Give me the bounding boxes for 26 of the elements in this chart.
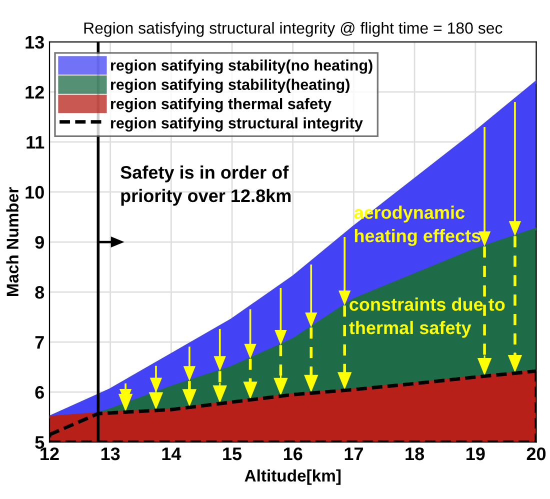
- y-tick-label: 13: [26, 36, 44, 49]
- x-tick-label: 19: [466, 447, 485, 460]
- y-tick-label: 7: [35, 336, 44, 349]
- y-axis-title: Mach Number: [6, 187, 18, 296]
- chart-title: Region satisfying structural integrity @ flight time = 180 sec: [84, 22, 502, 37]
- annotation: Safety is in order of priority over 12.8km: [120, 166, 291, 206]
- y-tick-label: 11: [26, 136, 44, 149]
- y-tick-label: 8: [35, 286, 44, 299]
- legend-label: region satifying thermal safety: [110, 98, 332, 112]
- x-tick-label: 20: [526, 447, 546, 460]
- x-axis-title: Altitude[km]: [244, 469, 341, 485]
- y-tick-label: 9: [35, 236, 44, 249]
- legend-label: region satifying stability(heating): [110, 78, 350, 94]
- x-tick-label: 16: [284, 447, 302, 460]
- y-tick-label: 5: [35, 436, 44, 449]
- x-tick-label: 17: [344, 448, 363, 460]
- legend-label: region satifying structural integrity: [110, 117, 363, 132]
- y-tick-label: 12: [26, 86, 44, 98]
- x-tick-label: 18: [406, 447, 424, 460]
- x-tick-label: 13: [101, 447, 120, 460]
- y-tick-label: 10: [26, 186, 44, 199]
- x-tick-label: 14: [162, 448, 182, 460]
- x-tick-label: 15: [223, 448, 242, 460]
- annotation: constraints due to thermal safety: [349, 298, 505, 338]
- legend-label: region satifying stability(no heating): [110, 59, 372, 74]
- y-tick-label: 6: [35, 386, 44, 399]
